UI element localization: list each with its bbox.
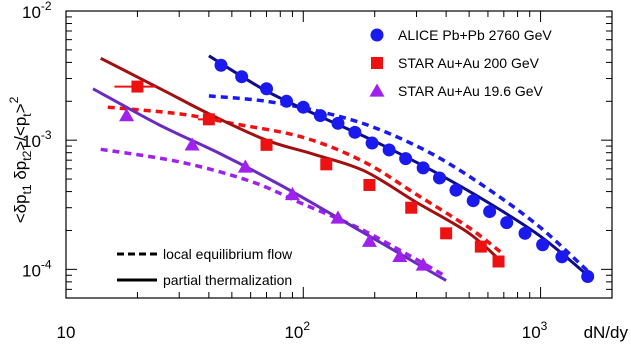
axis-tick-labels: 10 102 103 10-4 10-3 10-2: [22, 0, 548, 342]
data-point-circle: [235, 70, 249, 84]
data-point-circle: [518, 226, 532, 240]
x-axis-label: dN/dy: [584, 323, 629, 342]
data-point-circle: [313, 109, 327, 123]
x-tick-label: 102: [284, 319, 310, 342]
data-point-circle: [536, 238, 550, 252]
data-point-circle: [260, 82, 274, 96]
x-tick-label: 10: [57, 323, 76, 342]
solid-curve-1: [100, 56, 505, 266]
data-point-square: [440, 227, 453, 240]
data-point-circle: [416, 161, 430, 175]
legend-marker-square: [371, 57, 383, 69]
data-point-square: [363, 178, 376, 191]
solid-curve-2: [92, 87, 447, 282]
dashed-curve-2: [100, 147, 447, 279]
data-point-triangle: [284, 186, 300, 201]
x-tick-label: 103: [522, 319, 548, 342]
data-point-circle: [365, 136, 379, 150]
plot-area-border: [65, 10, 613, 299]
data-point-circle: [500, 216, 514, 230]
data-markers: [119, 58, 595, 284]
dashed-curve-1: [107, 105, 505, 256]
data-point-circle: [466, 194, 480, 208]
y-tick-label: 10-4: [22, 257, 52, 280]
data-point-triangle: [330, 210, 346, 224]
data-point-square: [474, 240, 487, 253]
data-point-circle: [432, 171, 446, 185]
data-point-circle: [280, 94, 294, 108]
data-point-circle: [348, 125, 362, 139]
line-legend-label: local equilibrium flow: [163, 246, 293, 262]
legend-label: STAR Au+Au 19.6 GeV: [398, 83, 544, 99]
data-point-circle: [581, 270, 595, 284]
data-point-triangle: [361, 233, 377, 247]
data-point-triangle: [184, 137, 200, 151]
data-point-circle: [331, 116, 345, 130]
legend-marker-circle: [370, 28, 384, 42]
data-point-square: [492, 255, 505, 268]
plot-frame: [65, 10, 613, 299]
y-tick-label: 10-3: [22, 128, 52, 151]
data-point-square: [131, 80, 144, 93]
data-point-triangle: [237, 159, 253, 173]
data-point-circle: [449, 183, 463, 197]
data-point-triangle: [392, 248, 408, 263]
data-point-triangle: [119, 108, 135, 122]
line-legend-label: partial thermalization: [163, 272, 292, 288]
series-legend: ALICE Pb+Pb 2760 GeV STAR Au+Au 200 GeV ST…: [369, 27, 552, 99]
data-point-triangle: [415, 257, 431, 271]
legend-marker-triangle: [369, 83, 385, 97]
model-curves: [92, 54, 591, 282]
data-point-circle: [399, 152, 413, 166]
axis-ticks: [65, 10, 613, 299]
legend-label: STAR Au+Au 200 GeV: [398, 55, 540, 71]
data-point-circle: [555, 250, 569, 264]
y-axis-label: <δpt1 δpt2>/<pt>2: [7, 96, 34, 223]
dashed-curve-0: [208, 94, 591, 274]
data-point-square: [405, 201, 418, 214]
data-point-circle: [483, 205, 497, 219]
legend-label: ALICE Pb+Pb 2760 GeV: [398, 27, 552, 43]
data-point-circle: [296, 100, 310, 114]
line-style-legend: local equilibrium flow partial thermaliza…: [117, 246, 293, 288]
data-point-circle: [214, 58, 228, 72]
data-point-circle: [382, 143, 396, 157]
data-point-square: [260, 138, 273, 151]
data-point-square: [320, 158, 333, 171]
y-tick-label: 10-2: [22, 0, 52, 22]
data-point-square: [202, 113, 215, 126]
